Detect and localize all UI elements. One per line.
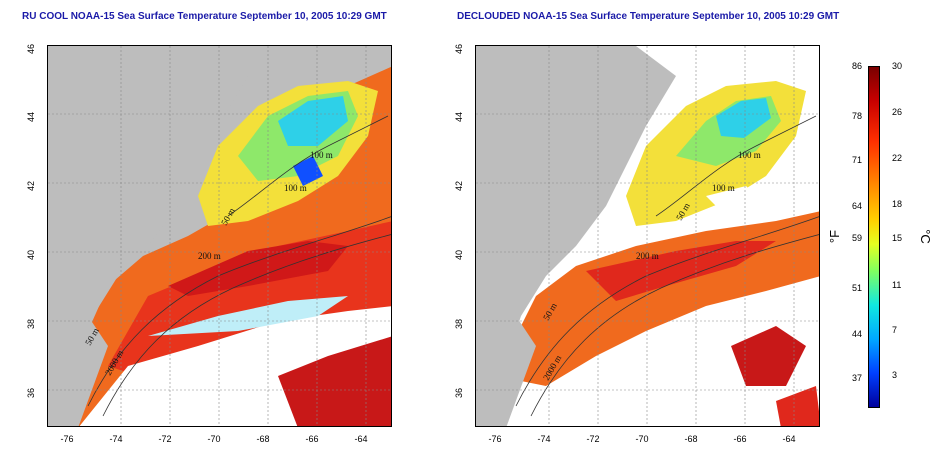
lon-tick: -72 [586,434,600,444]
right-sst-image: 100 m 100 m 50 m 200 m 50 m 2000 m [476,46,819,426]
colorbar-f-label: 51 [851,283,862,293]
colorbar-c-label: 11 [892,280,902,290]
contour-label: 200 m [198,251,221,261]
lon-tick: -70 [207,434,221,444]
lon-tick: -66 [305,434,319,444]
colorbar-c-label: 22 [892,153,903,163]
colorbar-f-label: 37 [851,373,862,383]
lat-tick: 40 [26,250,36,261]
colorbar-f-label: 44 [851,329,862,339]
colorbar-c-label: 30 [892,61,903,71]
lat-tick: 40 [454,250,464,261]
left-map-title: RU COOL NOAA-15 Sea Surface Temperature … [22,11,387,22]
colorbar-c-label: 26 [892,107,903,117]
right-map-title: DECLOUDED NOAA-15 Sea Surface Temperatur… [457,11,840,22]
lon-tick: -76 [488,434,502,444]
lon-tick: -64 [354,434,368,444]
contour-label: 100 m [738,150,761,160]
temperature-colorbar [868,66,880,408]
colorbar-f-label: 71 [851,155,862,165]
lon-tick: -68 [256,434,270,444]
lon-tick: -70 [635,434,649,444]
lat-tick: 44 [454,112,464,123]
lat-tick: 36 [26,388,36,399]
celsius-unit: °C [917,229,933,244]
lon-tick: -74 [537,434,551,444]
contour-label: 200 m [636,251,659,261]
lat-tick: 38 [26,319,36,330]
lat-tick: 44 [26,112,36,123]
left-sst-map: 100 m 100 m 50 m 200 m 50 m 2000 m [47,45,392,427]
lon-tick: -64 [782,434,796,444]
colorbar-f-label: 86 [851,61,862,71]
fahrenheit-unit: °F [827,229,843,244]
lon-tick: -68 [684,434,698,444]
lon-tick: -72 [158,434,172,444]
lon-tick: -66 [733,434,747,444]
contour-label: 100 m [310,150,333,160]
colorbar-c-label: 18 [892,199,903,209]
lon-tick: -74 [109,434,123,444]
lat-tick: 38 [454,319,464,330]
colorbar-f-label: 64 [851,201,862,211]
lat-tick: 36 [454,388,464,399]
colorbar-f-label: 59 [851,233,862,243]
colorbar-c-label: 15 [892,233,903,243]
lat-tick: 42 [454,181,464,192]
lat-tick: 46 [454,44,464,55]
contour-label: 100 m [284,183,307,193]
lon-tick: -76 [60,434,74,444]
left-sst-image: 100 m 100 m 50 m 200 m 50 m 2000 m [48,46,391,426]
lat-tick: 42 [26,181,36,192]
colorbar-f-label: 78 [851,111,862,121]
colorbar-c-label: 7 [892,325,898,335]
right-sst-map: 100 m 100 m 50 m 200 m 50 m 2000 m [475,45,820,427]
colorbar-c-label: 3 [892,370,898,380]
contour-label: 100 m [712,183,735,193]
lat-tick: 46 [26,44,36,55]
